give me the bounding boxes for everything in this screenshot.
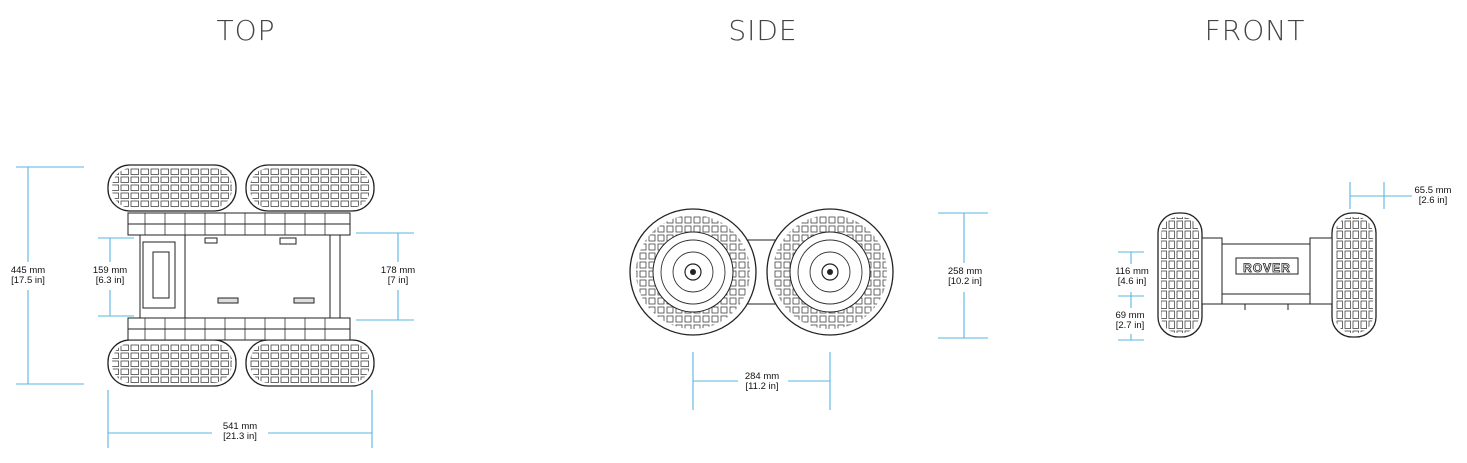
front-chassis xyxy=(1201,237,1333,310)
top-track-width-mm: 178 mm xyxy=(380,265,416,276)
front-tire-left xyxy=(1157,212,1203,338)
top-overall-length-in: [21.3 in] xyxy=(223,431,257,442)
top-track-width-in: [7 in] xyxy=(387,275,409,286)
front-view: ROVER xyxy=(1118,182,1412,341)
top-view xyxy=(16,164,414,448)
front-ground-clearance-label: 69 mm [2.7 in] xyxy=(1108,311,1152,331)
top-body-width-label: 159 mm [6.3 in] xyxy=(88,266,132,286)
front-wheel-width-mm: 65.5 mm xyxy=(1414,185,1452,196)
side-wheelbase-in: [11.2 in] xyxy=(745,381,779,392)
front-rover-logo: ROVER xyxy=(1243,261,1291,275)
top-tire-rear-right xyxy=(245,339,375,387)
front-dimension-lines xyxy=(1118,182,1412,341)
top-tire-rear-left xyxy=(245,164,375,212)
top-overall-length-mm: 541 mm xyxy=(222,421,258,432)
top-dimension-lines xyxy=(16,166,414,448)
top-body-width-mm: 159 mm xyxy=(92,265,128,276)
top-overall-width-label: 445 mm [17.5 in] xyxy=(6,266,50,286)
top-overall-width-in: [17.5 in] xyxy=(11,275,45,286)
side-view xyxy=(629,208,988,410)
top-body-width-in: [6.3 in] xyxy=(95,275,125,286)
front-wheel-width-label: 65.5 mm [2.6 in] xyxy=(1408,186,1458,206)
top-tire-front-left xyxy=(107,164,237,212)
front-ground-clearance-mm: 69 mm xyxy=(1115,310,1145,321)
side-height-in: [10.2 in] xyxy=(948,276,982,287)
top-overall-length-label: 541 mm [21.3 in] xyxy=(215,422,265,442)
side-dimension-lines xyxy=(692,212,988,410)
front-body-height-mm: 116 mm xyxy=(1115,266,1149,277)
side-height-mm: 258 mm xyxy=(947,266,983,277)
side-wheel-left xyxy=(629,208,757,336)
top-view-title: TOP xyxy=(216,14,276,47)
top-track-width-label: 178 mm [7 in] xyxy=(376,266,420,286)
front-tire-right xyxy=(1331,212,1377,338)
top-overall-width-mm: 445 mm xyxy=(10,265,46,276)
front-body-height-in: [4.6 in] xyxy=(1117,276,1147,287)
top-rail-notches xyxy=(144,213,326,340)
front-view-title: FRONT xyxy=(1204,14,1306,47)
side-view-title: SIDE xyxy=(728,14,798,47)
top-chassis xyxy=(127,212,351,341)
front-ground-clearance-in: [2.7 in] xyxy=(1115,320,1145,331)
side-wheelbase-mm: 284 mm xyxy=(744,371,780,382)
side-wheelbase-label: 284 mm [11.2 in] xyxy=(737,372,787,392)
top-tire-front-right xyxy=(107,339,237,387)
front-body-height-label: 116 mm [4.6 in] xyxy=(1110,267,1154,287)
side-wheel-right xyxy=(766,208,894,336)
side-height-label: 258 mm [10.2 in] xyxy=(940,267,990,287)
front-wheel-width-in: [2.6 in] xyxy=(1418,195,1448,206)
